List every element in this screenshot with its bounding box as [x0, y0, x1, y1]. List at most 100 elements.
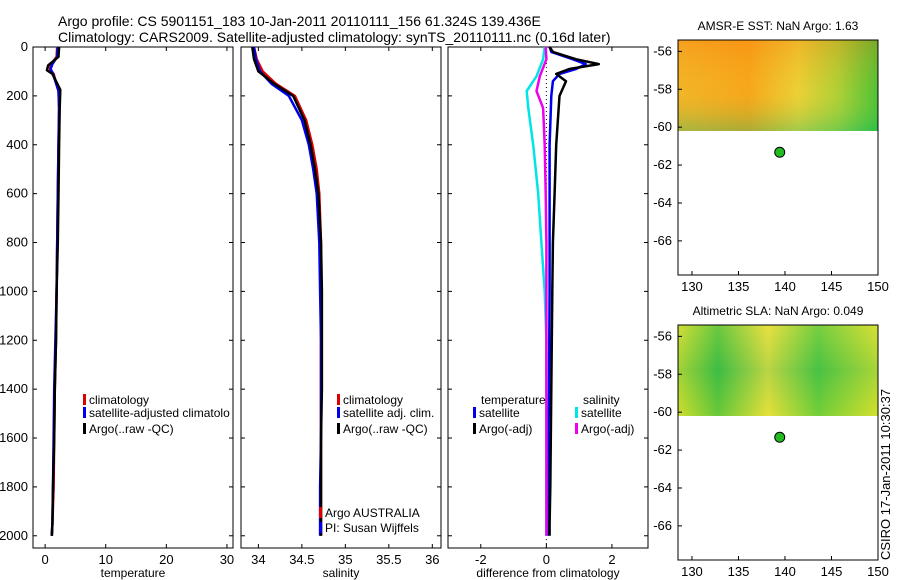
- salinity-series-climatology: [252, 46, 323, 536]
- difference-panel-frame: [447, 46, 649, 549]
- legend-sal-argo-swatch: [575, 423, 578, 434]
- sst-map-ytick-label: -64: [653, 195, 672, 210]
- difference-xlabel: difference from climatology: [476, 566, 619, 580]
- temperature-ytick-label: 1600: [0, 430, 28, 445]
- annotation-pi-swatch: [319, 522, 322, 533]
- figure-title-line-1: Argo profile: CS 5901151_183 10-Jan-2011…: [58, 13, 541, 29]
- sla-map-ytick-label: -64: [653, 480, 672, 495]
- legend-satellite-swatch: [83, 407, 86, 418]
- difference-series-salinity-argo-adj-: [535, 46, 548, 536]
- legend-temp-argo-label: Argo(-adj): [479, 422, 532, 436]
- sla-map-ytick-label: -58: [653, 366, 672, 381]
- argo-float-marker: [774, 431, 786, 443]
- temperature-series-argo-raw-qc-: [45, 46, 62, 536]
- annotation-argo-australia-label: Argo AUSTRALIA: [325, 506, 420, 520]
- sst-map-title: AMSR-E SST: NaN Argo: 1.63: [698, 19, 859, 33]
- temperature-ytick-label: 1200: [0, 332, 28, 347]
- legend-title-temperature: temperature: [481, 393, 546, 407]
- legend-temp-argo-swatch: [473, 423, 476, 434]
- salinity-xlabel: salinity: [323, 566, 360, 580]
- sla-map-xtick-label: 135: [728, 564, 750, 579]
- sst-map-ytick-label: -58: [653, 81, 672, 96]
- sla-map-xtick-label: 140: [774, 564, 796, 579]
- salinity-xtick-label: 36: [425, 552, 439, 567]
- legend-argo-label: Argo(..raw -QC): [89, 422, 174, 436]
- salinity-xtick-label: 35: [338, 552, 352, 567]
- sla-map-ytick-label: -66: [653, 518, 672, 533]
- legend-temp-satellite-swatch: [473, 407, 476, 418]
- sst-map-xtick-label: 150: [867, 279, 889, 294]
- sla-map-xtick-label: 150: [867, 564, 889, 579]
- temperature-panel-frame: [32, 46, 234, 549]
- legend-title-salinity: salinity: [583, 393, 620, 407]
- legend-satellite-label: satellite adj. clim.: [343, 406, 434, 420]
- legend-climatology-label: climatology: [343, 393, 403, 407]
- sst-map-ytick-label: -56: [653, 43, 672, 58]
- sst-map-xtick-label: 145: [821, 279, 843, 294]
- temperature-ytick-label: 600: [6, 186, 28, 201]
- footer-timestamp: CSIRO 17-Jan-2011 10:30:37: [878, 388, 893, 560]
- temperature-xtick-label: 0: [42, 552, 49, 567]
- salinity-xtick-label: 35.5: [376, 552, 401, 567]
- sla-map-ytick-label: -62: [653, 442, 672, 457]
- sst-map-xtick-label: 135: [728, 279, 750, 294]
- difference-xtick-label: -2: [475, 552, 487, 567]
- figure-title-line-2: Climatology: CARS2009. Satellite-adjuste…: [58, 29, 611, 45]
- sla-map-ytick-label: -56: [653, 328, 672, 343]
- difference-legend: temperature salinitysatelliteArgo(-adj)sa…: [473, 393, 634, 436]
- difference-series-temperature-argo-adj-: [548, 46, 601, 536]
- temperature-xtick-label: 10: [98, 552, 112, 567]
- difference-xtick-label: 0: [543, 552, 550, 567]
- temperature-ytick-label: 2000: [0, 528, 28, 543]
- legend-sal-satellite-label: satellite: [581, 406, 622, 420]
- legend-temp-satellite-label: satellite: [479, 406, 520, 420]
- sst-map-ytick-label: -66: [653, 233, 672, 248]
- annotation-argo-australia-swatch: [319, 507, 322, 518]
- temperature-xtick-label: 20: [159, 552, 173, 567]
- salinity-series-argo-raw-qc-: [251, 46, 324, 536]
- sla-map-xtick-label: 130: [681, 564, 703, 579]
- legend-climatology-swatch: [337, 394, 340, 405]
- sla-map-frame: [677, 324, 879, 561]
- salinity-panel: 34 34.5 35 35.5 36 salinity: [240, 46, 442, 580]
- sst-map-xtick-label: 130: [681, 279, 703, 294]
- temperature-ytick-label: 800: [6, 235, 28, 250]
- argo-float-marker: [774, 146, 786, 158]
- temperature-xlabel: temperature: [101, 566, 166, 580]
- temperature-ytick-label: 1400: [0, 381, 28, 396]
- salinity-xtick-label: 34: [251, 552, 265, 567]
- legend-climatology-swatch: [83, 394, 86, 405]
- sst-map-ytick-label: -62: [653, 157, 672, 172]
- sst-map-field-shade: [678, 40, 878, 131]
- temperature-ytick-label: 1800: [0, 479, 28, 494]
- difference-series-temperature-satellite: [546, 46, 587, 536]
- sst-map-frame: [677, 39, 879, 276]
- legend-argo-label: Argo(..raw -QC): [343, 422, 428, 436]
- temperature-ytick-label: 200: [6, 88, 28, 103]
- difference-xtick-label: 2: [608, 552, 615, 567]
- annotation-pi-label: PI: Susan Wijffels: [325, 521, 419, 535]
- sla-map-field-shade: [678, 325, 878, 416]
- sla-map-panel: Altimetric SLA: NaN Argo: 0.049 130 135 140…: [653, 304, 889, 579]
- sst-map-panel: AMSR-E SST: NaN Argo: 1.63 130 135 140 145 15…: [653, 19, 889, 294]
- sla-map-title: Altimetric SLA: NaN Argo: 0.049: [693, 304, 864, 318]
- salinity-series-satellite-adj-clim-: [252, 46, 323, 536]
- temperature-ytick-label: 1000: [0, 283, 28, 298]
- salinity-panel-frame: [240, 46, 442, 549]
- legend-satellite-swatch: [337, 407, 340, 418]
- temperature-ytick-label: 0: [21, 39, 28, 54]
- sst-map-xtick-label: 140: [774, 279, 796, 294]
- legend-argo-swatch: [83, 423, 86, 434]
- legend-sal-argo-label: Argo(-adj): [581, 422, 634, 436]
- legend-satellite-label: satellite-adjusted climatolo: [89, 406, 230, 420]
- legend-argo-swatch: [337, 423, 340, 434]
- legend-climatology-label: climatology: [89, 393, 149, 407]
- temperature-ytick-label: 400: [6, 137, 28, 152]
- sla-map-ytick-label: -60: [653, 404, 672, 419]
- sla-map-xtick-label: 145: [821, 564, 843, 579]
- legend-sal-satellite-swatch: [575, 407, 578, 418]
